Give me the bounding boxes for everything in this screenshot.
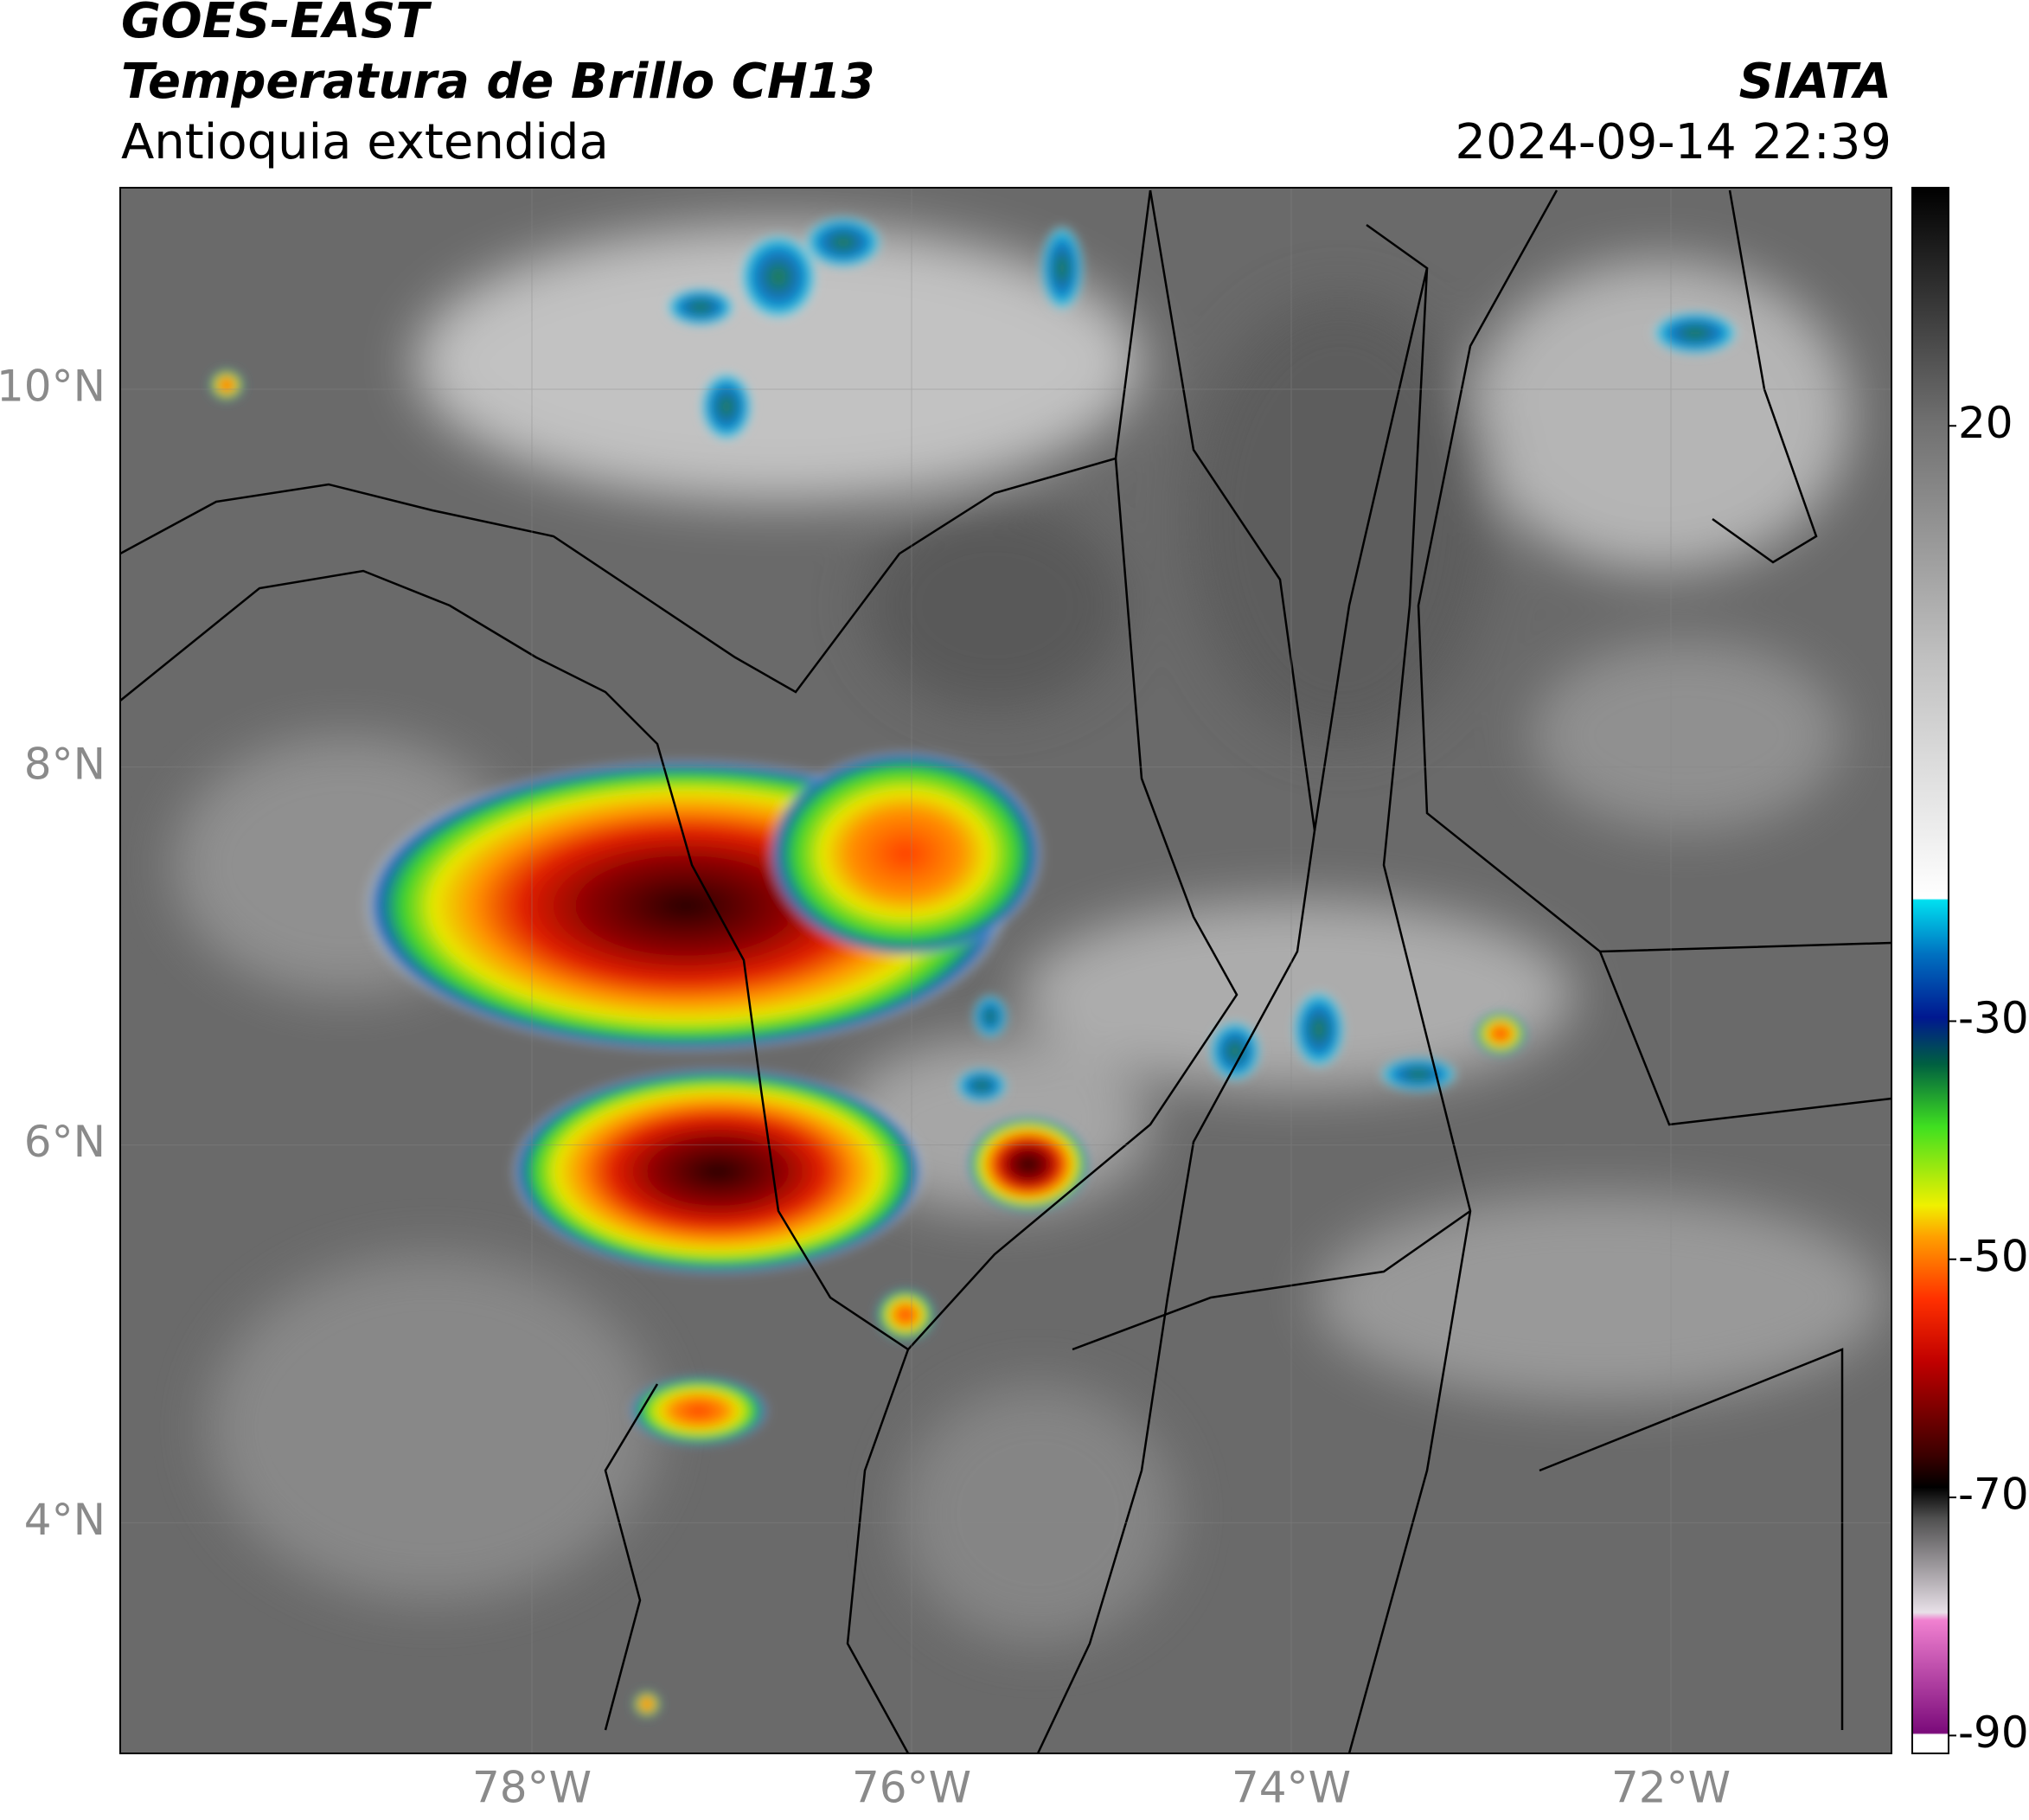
source-label: SIATA [1739, 54, 1891, 110]
lat-tick-label: 10°N [0, 362, 106, 412]
colorbar-tick-label: 20 [1958, 398, 2013, 448]
lat-tick-label: 8°N [24, 739, 106, 789]
borders [120, 189, 1891, 1753]
product-title: Temperatura de Brillo CH13 [121, 54, 875, 110]
satellite-title: GOES-EAST [121, 0, 432, 49]
colorbar-tick-label: -90 [1958, 1708, 2029, 1758]
datetime-label: 2024-09-14 22:39 [1455, 114, 1891, 170]
lat-tick-label: 4°N [24, 1495, 106, 1545]
satellite-image [120, 188, 1891, 1753]
colorbar-tick-label: -30 [1958, 993, 2029, 1043]
colorbar-tick-label: -70 [1958, 1470, 2029, 1520]
lon-tick-label: 74°W [1232, 1763, 1351, 1813]
lon-tick-label: 76°W [852, 1763, 971, 1813]
lon-tick-label: 72°W [1611, 1763, 1731, 1813]
lon-tick-label: 78°W [472, 1763, 592, 1813]
map-frame [119, 187, 1892, 1754]
colorbar [1911, 187, 1949, 1754]
lat-tick-label: 6°N [24, 1117, 106, 1167]
colorbar-tick-label: -50 [1958, 1231, 2029, 1281]
graticule [120, 188, 1891, 1753]
region-subtitle: Antioquia extendida [121, 114, 609, 170]
